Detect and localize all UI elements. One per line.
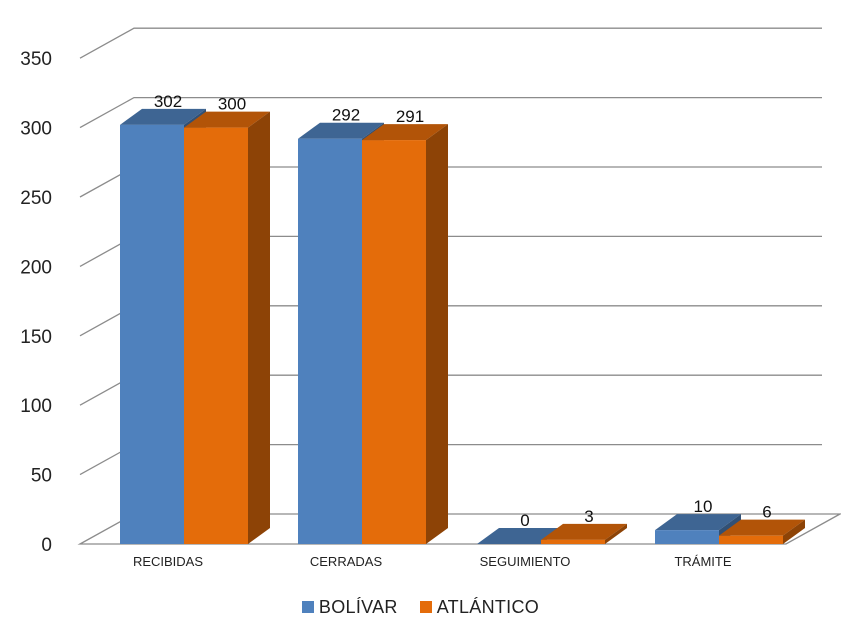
bars (120, 108, 805, 545)
y-tick-label: 250 (20, 188, 52, 209)
x-category-label: CERRADAS (310, 554, 383, 569)
x-category-label: RECIBIDAS (133, 554, 203, 569)
x-axis-categories: RECIBIDAS CERRADAS SEGUIMIENTO TRÁMITE (133, 554, 732, 569)
y-tick-label: 50 (31, 466, 52, 487)
data-label: 302 (154, 92, 182, 111)
gridline-350 (79, 27, 822, 59)
legend-label-bolivar: BOLÍVAR (318, 596, 398, 617)
y-tick-label: 100 (20, 396, 52, 417)
data-label: 0 (520, 511, 529, 530)
gridline-300 (79, 96, 822, 129)
x-category-label: TRÁMITE (674, 554, 731, 569)
y-axis-ticks: 0 50 100 150 200 250 300 350 (20, 49, 52, 556)
legend-item-atlantico: ATLÁNTICO (419, 596, 540, 618)
data-label: 292 (332, 106, 360, 125)
bar-atlántico-recibidas (184, 111, 270, 544)
legend-swatch-atlantico (419, 601, 432, 613)
legend-swatch-bolivar (301, 601, 314, 613)
legend-label-atlantico: ATLÁNTICO (436, 596, 540, 617)
y-tick-label: 150 (20, 327, 52, 348)
y-tick-label: 300 (20, 119, 52, 140)
data-label: 6 (762, 503, 771, 522)
legend-item-bolivar: BOLÍVAR (301, 596, 398, 618)
data-labels: 302 300 292 291 0 3 10 6 (154, 92, 772, 530)
data-label: 10 (694, 497, 713, 516)
data-label: 3 (584, 507, 593, 526)
data-label: 300 (218, 95, 246, 114)
legend: BOLÍVAR ATLÁNTICO (0, 596, 841, 618)
bar-atlántico-seguimiento (541, 523, 627, 544)
y-tick-label: 350 (20, 49, 52, 70)
bar-atlántico-cerradas (362, 124, 448, 545)
bar-atlántico-trámite (719, 519, 805, 544)
y-tick-label: 0 (41, 535, 52, 556)
data-label: 291 (396, 107, 424, 126)
y-tick-label: 200 (20, 257, 52, 278)
x-category-label: SEGUIMIENTO (480, 554, 571, 569)
